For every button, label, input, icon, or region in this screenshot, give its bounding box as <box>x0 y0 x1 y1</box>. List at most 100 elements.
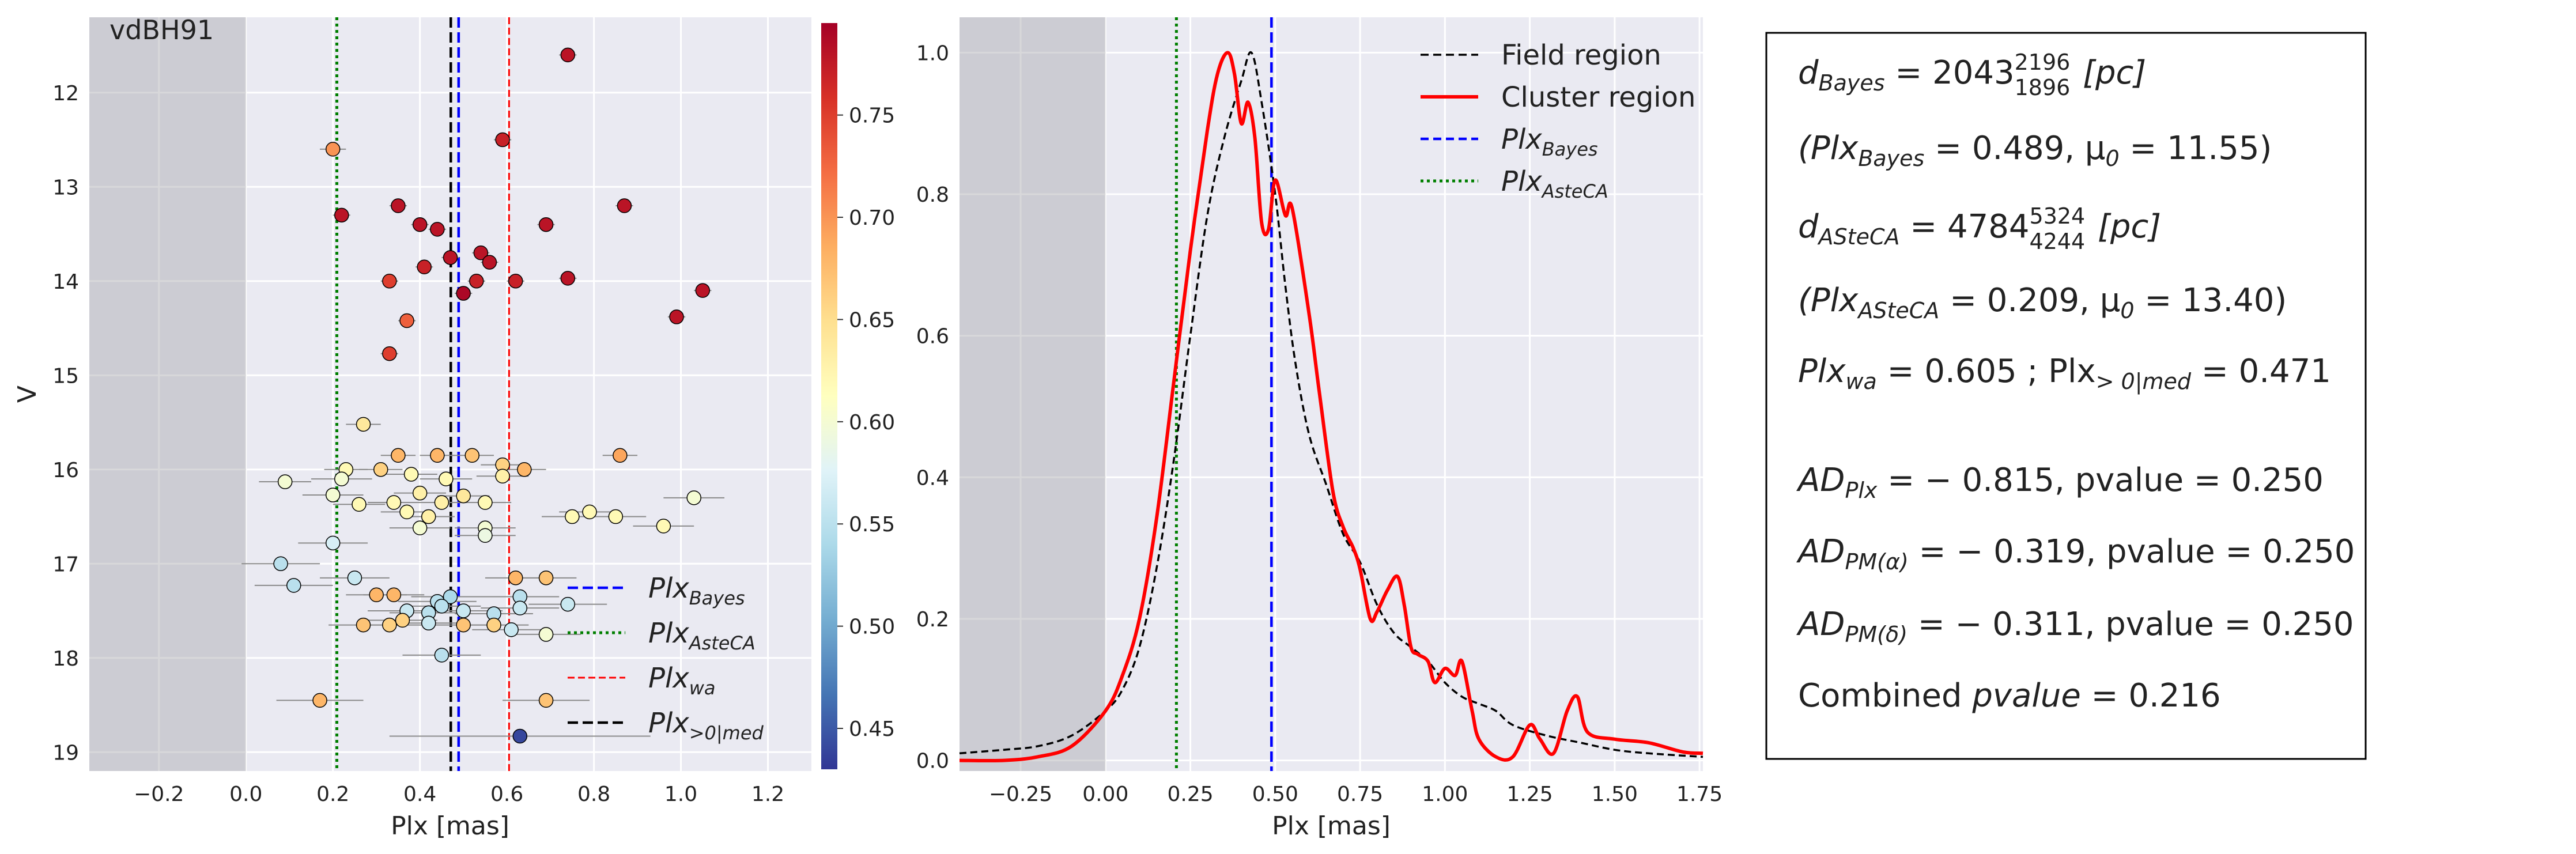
scatter-point <box>382 274 397 289</box>
scatter-legend-label: Plx>0|med <box>648 707 764 744</box>
scatter-x-axis-label: Plx [mas] <box>391 811 509 841</box>
scatter-point <box>382 617 397 633</box>
scatter-panel: vdBH91 −0.2 0.0 0.2 0.4 0.6 0.8 1.0 1.2 1213141… <box>13 14 811 841</box>
colorbar: 0.45 0.50 0.55 0.60 0.65 0.70 0.75 <box>821 23 895 769</box>
scatter-point <box>386 587 402 603</box>
scatter-legend-label-main: Plx <box>648 572 689 604</box>
info-line-subscript: PM(δ) <box>1845 622 1908 647</box>
scatter-point <box>560 596 576 612</box>
density-legend-label-main: Cluster region <box>1501 81 1695 114</box>
density-x-tick-label: 0.75 <box>1337 783 1383 806</box>
scatter-point <box>434 648 450 663</box>
scatter-point <box>334 471 349 486</box>
density-legend-label-main: Plx <box>1501 165 1542 198</box>
scatter-point <box>512 600 528 615</box>
scatter-point <box>434 599 450 614</box>
scatter-point <box>356 417 371 432</box>
scatter-point <box>508 570 523 585</box>
info-line-value-2: = 0.471 <box>2191 353 2331 390</box>
info-line-subscript-2: 0 <box>2120 298 2134 323</box>
info-line-symbol: Combined <box>1798 677 1972 715</box>
info-line-value: = − 0.311, pvalue = 0.250 <box>1908 606 2354 643</box>
scatter-point <box>421 615 436 631</box>
info-line-value: = 4784 <box>1899 208 2029 245</box>
scatter-point <box>412 520 428 535</box>
scatter-y-tick-label: 15 <box>52 364 79 388</box>
density-x-tick-label: 0.50 <box>1252 783 1298 806</box>
scatter-x-tick-label: 0.4 <box>403 783 436 806</box>
scatter-point <box>421 509 436 524</box>
colorbar-tick-label: 0.60 <box>849 411 895 434</box>
info-line-dasteca: dASteCA = 47845324 4244 [pc] <box>1798 203 2161 254</box>
info-line-unit: [pc] <box>2072 54 2146 92</box>
info-line-plxasteca: (PlxASteCA = 0.209, μ0 = 13.40) <box>1798 282 2287 323</box>
info-line-subscript: Bayes <box>1819 70 1885 96</box>
info-line-value: = 0.209, μ <box>1939 282 2120 319</box>
scatter-point <box>430 448 445 463</box>
scatter-point <box>325 142 341 157</box>
info-line-plxwa: Plxwa = 0.605 ; Plx> 0|med = 0.471 <box>1798 353 2331 395</box>
info-line-value: = 0.605 ; Plx <box>1877 353 2096 390</box>
scatter-point <box>273 556 288 572</box>
scatter-point <box>478 495 493 510</box>
scatter-point <box>382 346 397 361</box>
scatter-point <box>412 217 428 232</box>
info-line-subscript: Bayes <box>1858 146 1924 171</box>
scatter-point <box>613 448 628 463</box>
scatter-x-tick-label: 0.6 <box>490 783 523 806</box>
scatter-legend-label-sub: Bayes <box>689 587 745 609</box>
colorbar-tick-label: 0.65 <box>849 308 895 332</box>
scatter-point <box>582 504 597 520</box>
colorbar-tick-label: 0.45 <box>849 717 895 741</box>
scatter-legend-label-main: Plx <box>648 617 689 649</box>
density-y-tick-label: 0.2 <box>916 608 949 632</box>
scatter-point <box>617 198 632 213</box>
scatter-y-tick-label: 13 <box>52 176 79 199</box>
density-y-tick-labels: 0.0 0.2 0.4 0.6 0.8 1.0 <box>916 41 949 773</box>
scatter-point <box>495 132 510 148</box>
density-x-tick-label: 1.50 <box>1592 783 1638 806</box>
scatter-point <box>356 617 371 633</box>
info-line-italic: pvalue <box>1971 677 2081 715</box>
info-box-frame <box>1765 32 2367 760</box>
scatter-point <box>286 578 301 593</box>
density-x-tick-label: 1.75 <box>1676 783 1723 806</box>
scatter-y-tick-labels: 12 13 14 15 16 17 18 19 <box>52 82 79 765</box>
scatter-point <box>464 448 479 463</box>
scatter-point <box>504 622 519 637</box>
density-legend-label-sub: Bayes <box>1542 138 1598 160</box>
colorbar-gradient <box>821 23 837 769</box>
scatter-point <box>508 274 523 289</box>
density-negative-plx-shade <box>960 17 1106 771</box>
info-line-symbol: d <box>1798 54 1819 92</box>
scatter-x-tick-label: 1.0 <box>664 783 697 806</box>
scatter-points <box>273 47 711 744</box>
info-box-lines: dBayes = 20432196 1896 [pc](PlxBayes = 0.… <box>1796 50 2355 715</box>
colorbar-tick-label: 0.70 <box>849 206 895 230</box>
scatter-point <box>473 245 489 260</box>
scatter-point <box>538 570 554 585</box>
scatter-point <box>482 255 497 270</box>
density-legend-label-main: Field region <box>1501 39 1661 71</box>
info-line-upper-bound: 2196 <box>2015 50 2071 75</box>
scatter-point <box>456 603 471 618</box>
density-x-tick-label: 0.25 <box>1167 783 1213 806</box>
scatter-point <box>395 613 410 628</box>
scatter-point <box>439 471 454 486</box>
info-line-dbayes: dBayes = 20432196 1896 [pc] <box>1798 50 2146 100</box>
scatter-point <box>325 535 341 551</box>
scatter-point <box>560 271 576 286</box>
scatter-legend-label: PlxBayes <box>648 572 745 609</box>
density-grid <box>960 17 1703 771</box>
colorbar-tick-labels: 0.45 0.50 0.55 0.60 0.65 0.70 0.75 <box>837 104 895 741</box>
cluster-region-curve <box>959 51 1704 763</box>
scatter-point <box>456 617 471 633</box>
info-line-value-2: = 11.55) <box>2120 130 2272 167</box>
scatter-x-tick-label: −0.2 <box>134 783 184 806</box>
info-line-symbol: (Plx <box>1798 130 1859 167</box>
scatter-legend-label: PlxAsteCA <box>648 617 756 654</box>
density-legend-label-sub: AsteCA <box>1541 180 1608 202</box>
scatter-legend-label-sub: >0|med <box>689 722 764 744</box>
